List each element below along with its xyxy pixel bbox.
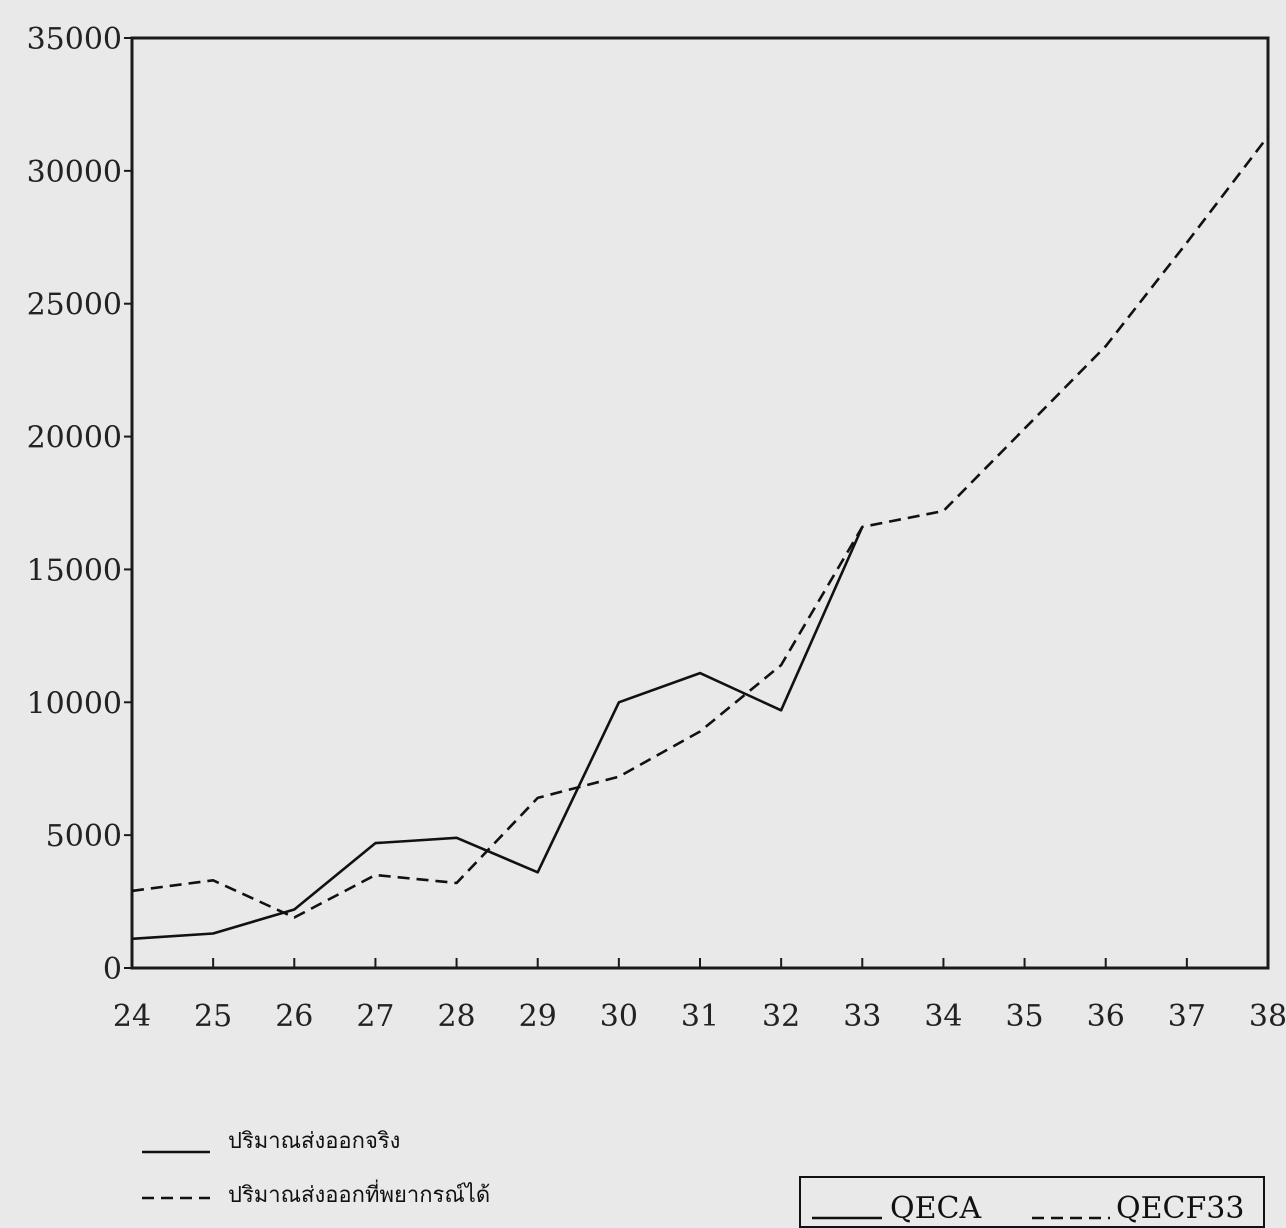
x-tick-label: 31	[681, 999, 719, 1034]
legend: QECA QECF33	[799, 1176, 1265, 1228]
solid-line-annotation: ปริมาณส่งออกจริง	[228, 1129, 400, 1154]
x-tick-label: 38	[1249, 999, 1286, 1034]
y-tick-label: 20000	[27, 421, 122, 456]
legend-entry-qecf33: QECF33	[1116, 1191, 1244, 1226]
x-tick-label: 30	[600, 999, 638, 1034]
legend-entry-qeca: QECA	[890, 1191, 981, 1226]
x-tick-label: 28	[437, 999, 475, 1034]
y-tick-label: 25000	[27, 288, 122, 323]
y-tick-label: 15000	[27, 553, 122, 588]
dashed-line-annotation: ปริมาณส่งออกที่พยากรณ์ได้	[228, 1179, 490, 1208]
x-tick-label: 33	[843, 999, 881, 1034]
x-tick-label: 32	[762, 999, 800, 1034]
series-line-qeca	[131, 526, 864, 941]
annotation-block: ปริมาณส่งออกจริง ปริมาณส่งออกที่พยากรณ์ไ…	[142, 1129, 490, 1208]
x-tick-label: 36	[1087, 999, 1125, 1034]
series-layer	[131, 135, 1270, 941]
y-tick-label: 0	[103, 952, 122, 987]
x-tick-label: 34	[924, 999, 962, 1034]
y-axis: 0 5000 10000 15000 20000 25000 30000 35000	[27, 22, 132, 987]
y-tick-label: 30000	[27, 155, 122, 190]
x-tick-label: 25	[194, 999, 232, 1034]
x-tick-label: 35	[1005, 999, 1043, 1034]
x-tick-label: 24	[113, 999, 151, 1034]
y-tick-label: 10000	[27, 686, 122, 721]
x-tick-label: 29	[519, 999, 557, 1034]
x-tick-label: 37	[1168, 999, 1206, 1034]
y-tick-label: 5000	[46, 819, 122, 854]
x-tick-label: 27	[356, 999, 394, 1034]
legend-box	[799, 1176, 1265, 1228]
x-axis: 24 25 26 27 28 29 30 31 32 33 34 35 36 37 38	[113, 958, 1286, 1034]
x-tick-label: 26	[275, 999, 313, 1034]
y-tick-label: 35000	[27, 22, 122, 57]
series-line-qecf33	[131, 135, 1270, 919]
